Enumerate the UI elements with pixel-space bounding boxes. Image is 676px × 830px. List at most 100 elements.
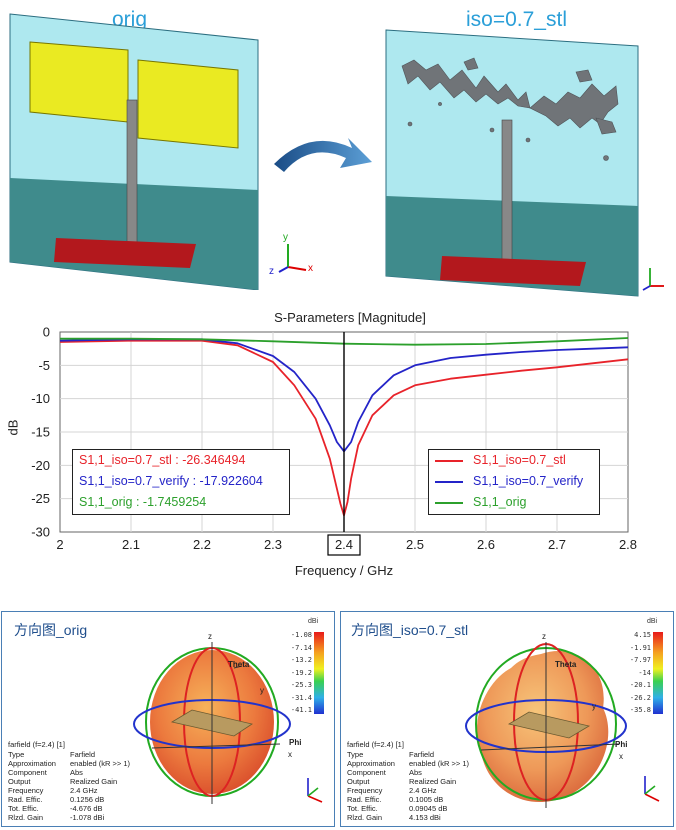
info-value: Farfield <box>70 750 96 759</box>
info-row: Output Realized Gain <box>8 777 130 786</box>
axis-triad-iso <box>642 268 664 291</box>
info-value: Realized Gain <box>70 777 118 786</box>
info-row: Type Farfield <box>347 750 469 759</box>
info-row: Rlzd. Gain 4.153 dBi <box>347 813 469 822</box>
color-scale-bar <box>314 632 324 714</box>
color-scale-bg <box>294 628 308 706</box>
info-row: Approximation enabled (kR >> 1) <box>8 759 130 768</box>
feed-line <box>126 99 138 253</box>
farfield-3d-plot <box>133 628 324 804</box>
info-key: Approximation <box>347 759 395 768</box>
info-row: Component Abs <box>347 768 469 777</box>
info-row: Type Farfield <box>8 750 130 759</box>
info-key: Tot. Effic. <box>347 804 378 813</box>
y-tick-label: -25 <box>31 491 50 506</box>
axis-y-label: y <box>283 232 288 243</box>
info-key: Approximation <box>8 759 56 768</box>
info-key: Type <box>347 750 364 759</box>
info-key: Type <box>8 750 25 759</box>
transform-arrow <box>274 138 372 172</box>
info-value: Realized Gain <box>409 777 457 786</box>
legend-label: S1,1_orig <box>473 495 527 509</box>
scale-tick: -7.97 <box>629 656 651 664</box>
y-tick-label: -5 <box>38 358 50 373</box>
y-axis-label: dB <box>5 419 21 436</box>
legend-label: S1,1_iso=0.7_stl <box>473 453 566 467</box>
y-tick-label: -10 <box>31 391 50 406</box>
farfield-info: farfield (f=2.4) [1] Type Farfield Approx… <box>347 740 469 822</box>
axis-x-label: x <box>619 752 623 761</box>
y-tick-label: -30 <box>31 525 50 540</box>
info-key: Rad. Effic. <box>347 795 382 804</box>
marker-readout-box: S1,1_iso=0.7_stl : -26.346494 S1,1_iso=0… <box>72 449 290 515</box>
feed-line-iso <box>501 119 513 271</box>
info-row: Tot. Effic. -4.676 dB <box>8 804 130 813</box>
farfield-panel-orig: 方向图_orig dBi <box>1 611 335 827</box>
info-value: 0.1256 dB <box>70 795 105 804</box>
info-key: Frequency <box>347 786 383 795</box>
x-tick-label: 2.5 <box>406 537 424 552</box>
phi-label: Phi <box>289 738 302 747</box>
info-value: Abs <box>409 768 422 777</box>
axis-z-label: z <box>269 266 274 277</box>
info-row: Frequency 2.4 GHz <box>347 786 469 795</box>
legend-item: S1,1_iso=0.7_verify <box>429 471 599 492</box>
info-value: -4.676 dB <box>70 804 103 813</box>
scale-tick: -20.1 <box>629 681 651 689</box>
info-key: Tot. Effic. <box>8 804 39 813</box>
info-key: Output <box>8 777 31 786</box>
info-header: farfield (f=2.4) [1] <box>347 740 404 749</box>
info-value: 0.1005 dB <box>409 795 444 804</box>
info-row: Frequency 2.4 GHz <box>8 786 130 795</box>
scale-tick: -14 <box>638 668 651 677</box>
farfield-panel-iso: 方向图_iso=0.7_stl dBi 4.15 -1.91 -7.97 -14… <box>340 611 674 827</box>
x-tick-label: 2.1 <box>122 537 140 552</box>
scale-unit: dBi <box>308 618 319 625</box>
patch-left <box>29 41 129 123</box>
axis-triad-orig <box>278 244 307 273</box>
marker-tag-label: 2.4 <box>335 537 353 552</box>
series-line <box>59 338 629 453</box>
x-axis-label: Frequency / GHz <box>294 563 394 578</box>
info-value: enabled (kR >> 1) <box>70 759 131 768</box>
info-value: 2.4 GHz <box>70 786 98 795</box>
info-row: Output Realized Gain <box>347 777 469 786</box>
scale-tick: -31.4 <box>290 693 312 702</box>
info-row: Rad. Effic. 0.1256 dB <box>8 795 130 804</box>
marker-tag-box[interactable] <box>327 534 361 556</box>
x-tick-label: 2.2 <box>193 537 211 552</box>
readout-orig: S1,1_orig : -1.7459254 <box>79 495 207 509</box>
axis-triad-farfield <box>307 778 323 803</box>
info-key: Output <box>347 777 370 786</box>
model-panel-orig: orig x y z <box>0 0 330 290</box>
patch-right <box>137 59 239 149</box>
legend-swatch <box>435 501 463 504</box>
scale-tick: -25.3 <box>290 681 312 689</box>
x-tick-label: 2 <box>56 537 63 552</box>
scale-tick: 4.15 <box>634 631 651 639</box>
y-tick-label: 0 <box>43 326 50 340</box>
farfield-info: farfield (f=2.4) [1] Type Farfield Approx… <box>8 740 130 822</box>
legend-swatch <box>435 480 463 483</box>
info-row: Tot. Effic. 0.09045 dB <box>347 804 469 813</box>
chart-title: S-Parameters [Magnitude] <box>274 310 426 325</box>
scale-tick: -41.1 <box>290 706 312 714</box>
legend-swatch <box>435 459 463 462</box>
scale-tick: -1.91 <box>629 643 651 652</box>
info-key: Component <box>8 768 47 777</box>
info-value: Farfield <box>409 750 435 759</box>
model-panel-iso: iso=0.7_stl <box>380 0 676 300</box>
readout-verify: S1,1_iso=0.7_verify : -17.922604 <box>79 474 263 488</box>
info-value: -1.078 dBi <box>70 813 105 822</box>
theta-label: Theta <box>228 660 250 669</box>
info-key: Component <box>347 768 386 777</box>
info-key: Frequency <box>8 786 44 795</box>
frequency-marker: 2.4 <box>327 332 361 556</box>
farfield-3d-plot <box>465 632 663 808</box>
optimized-pattern <box>401 57 619 161</box>
info-value: 2.4 GHz <box>409 786 437 795</box>
info-value: 0.09045 dB <box>409 804 448 813</box>
scale-tick: -35.8 <box>629 706 651 714</box>
x-tick-label: 2.3 <box>264 537 282 552</box>
scale-unit: dBi <box>647 618 658 625</box>
